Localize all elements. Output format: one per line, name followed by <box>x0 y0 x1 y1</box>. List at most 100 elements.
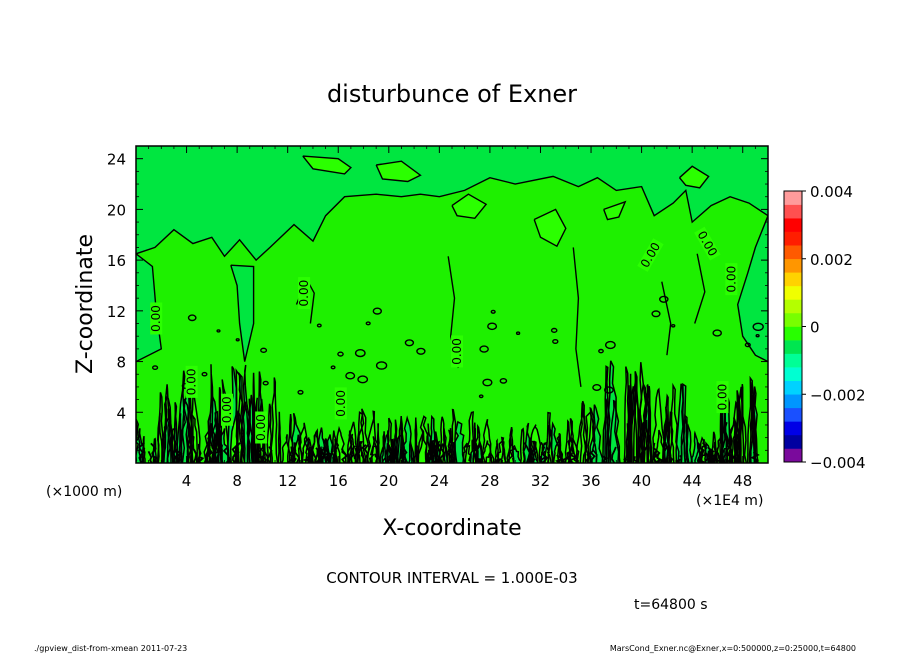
contour-line <box>333 438 338 463</box>
contour-line <box>499 377 508 384</box>
contour-line <box>651 310 661 318</box>
colorbar-swatch <box>784 245 802 260</box>
contour-line <box>654 457 661 463</box>
contour-line <box>411 445 419 463</box>
colorbar-tick-label: 0.004 <box>810 183 853 201</box>
contour-line <box>575 400 589 463</box>
contour-label-gap <box>255 411 268 444</box>
contour-lines <box>136 155 768 463</box>
contour-label-gap <box>334 387 347 420</box>
contour-line <box>662 441 668 463</box>
contour-line <box>602 365 612 463</box>
field-region <box>136 146 768 261</box>
contour-line <box>564 452 574 463</box>
contour-line <box>736 454 740 463</box>
contour-line <box>416 347 426 355</box>
x-tick-label: 16 <box>329 472 348 490</box>
contour-line <box>462 442 472 463</box>
field-region <box>376 161 421 182</box>
contour-line <box>354 410 367 463</box>
contour-line <box>246 394 256 463</box>
contour-line <box>500 441 507 463</box>
y-tick-label: 20 <box>107 201 126 219</box>
contour-line <box>651 387 666 463</box>
contour-line <box>432 438 442 463</box>
colorbar-swatch <box>784 272 802 287</box>
contour-line <box>281 434 293 463</box>
contour-line <box>744 342 751 348</box>
contour-line <box>277 411 282 463</box>
contour-line <box>375 361 388 370</box>
x-tick-label: 4 <box>182 472 192 490</box>
contour-label-gap <box>298 277 311 310</box>
contour-line <box>533 208 567 248</box>
contour-line <box>605 340 616 350</box>
colorbar-swatch <box>784 231 802 246</box>
colorbar: 0.004 0.002 0 −0.002 −0.004 <box>783 183 866 472</box>
contour-line <box>363 444 369 463</box>
x-tick-label: 28 <box>480 472 499 490</box>
contour-line <box>257 454 264 463</box>
contour-line <box>186 432 198 463</box>
contour-line <box>665 411 675 463</box>
contour-label-gap <box>694 226 721 261</box>
colorbar-swatch <box>784 204 802 219</box>
x-tick-label: 40 <box>632 472 651 490</box>
contour-line <box>604 386 614 394</box>
contour-line <box>713 441 717 463</box>
contour-line <box>482 378 493 387</box>
contour-line <box>269 377 279 463</box>
contour-line <box>400 441 408 463</box>
y-axis-ticks: 4 8 12 16 20 24 <box>107 151 768 451</box>
contour-line <box>540 441 549 463</box>
contour-line <box>211 450 220 463</box>
field-region <box>603 201 626 220</box>
contour-line <box>341 448 349 463</box>
contour-line <box>515 331 521 336</box>
contour-line <box>196 443 202 463</box>
contour-line <box>749 386 759 463</box>
x-tick-label: 12 <box>278 472 297 490</box>
contour-line <box>636 408 644 463</box>
contour-line <box>635 450 641 463</box>
contour-line <box>390 456 397 463</box>
contour-line <box>337 351 344 357</box>
contour-line <box>603 398 610 463</box>
contour-line <box>187 314 197 322</box>
x-tick-label: 48 <box>733 472 752 490</box>
contour-interval-text: CONTOUR INTERVAL = 1.000E-03 <box>326 569 577 587</box>
contour-line <box>550 327 558 333</box>
contour-line <box>706 446 715 463</box>
contour-line <box>404 339 415 347</box>
contour-line <box>451 193 488 220</box>
contour-line <box>605 360 620 463</box>
contour-line <box>602 455 609 463</box>
contour-line <box>208 364 215 463</box>
contour-line <box>598 348 604 354</box>
contour-line <box>297 389 304 395</box>
contour-line <box>345 371 356 380</box>
x-tick-label: 44 <box>683 472 702 490</box>
contour-line <box>225 457 231 463</box>
zero-contour-label: 0.00 <box>334 390 348 417</box>
contour-label-gap <box>221 393 234 426</box>
contour-line <box>586 407 598 463</box>
contour-line <box>439 443 446 463</box>
contour-line <box>707 449 713 463</box>
contour-line <box>138 441 145 463</box>
contour-line <box>589 404 604 463</box>
contour-line <box>528 455 536 463</box>
contour-label-gap <box>451 335 464 368</box>
contour-line <box>214 425 224 463</box>
contour-line <box>157 392 165 463</box>
contour-line <box>136 175 768 262</box>
contour-line <box>205 441 213 463</box>
colorbar-swatch <box>784 312 802 327</box>
zero-contour-label: 0.00 <box>297 280 311 307</box>
contour-line <box>487 322 498 331</box>
contour-line <box>216 329 221 333</box>
contour-line <box>694 253 706 324</box>
contour-line <box>357 375 369 384</box>
colorbar-swatch <box>784 218 802 232</box>
contour-label-gap <box>637 238 664 272</box>
